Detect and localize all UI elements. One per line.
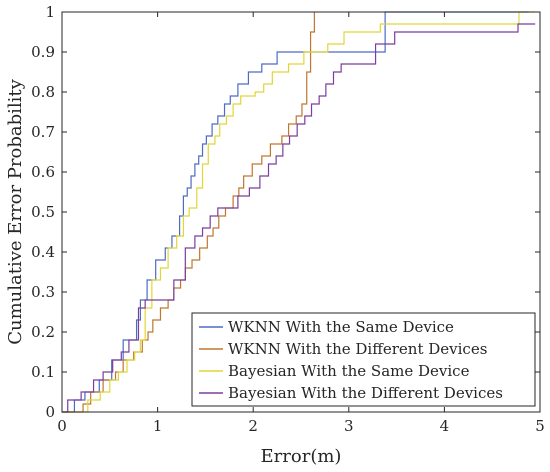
y-tick-label: 1 — [45, 3, 55, 21]
y-tick-label: 0.5 — [31, 203, 55, 221]
x-tick-label: 3 — [344, 417, 354, 435]
x-tick-label: 1 — [153, 417, 163, 435]
y-tick-label: 0.1 — [31, 363, 55, 381]
legend-label: Bayesian With the Same Device — [228, 362, 470, 380]
y-tick-label: 0.4 — [31, 243, 55, 261]
x-tick-label: 2 — [248, 417, 258, 435]
x-tick-label: 5 — [535, 417, 545, 435]
y-tick-label: 0.6 — [31, 163, 55, 181]
x-tick-label: 4 — [440, 417, 450, 435]
y-tick-label: 0.8 — [31, 83, 55, 101]
y-tick-label: 0.3 — [31, 283, 55, 301]
series-line-3 — [62, 11, 536, 413]
y-tick-label: 0 — [45, 403, 55, 421]
legend-label: Bayesian With the Different Devices — [228, 384, 503, 402]
series-line-1 — [62, 11, 529, 413]
x-tick-label: 0 — [57, 417, 67, 435]
y-tick-label: 0.2 — [31, 323, 55, 341]
series-layer — [62, 11, 536, 413]
legend-label: WKNN With the Different Devices — [228, 340, 487, 358]
axes-layer: 0 1 2 3 4 5 0 0.1 0.2 0.3 0.4 0.5 0.6 0.7 0.8 0.9 1 — [31, 3, 545, 435]
legend-box — [191, 312, 536, 407]
y-axis-label: Cumulative Error Probability — [5, 78, 26, 344]
legend-label: WKNN With the Same Device — [228, 318, 454, 336]
x-axis-label: Error(m) — [261, 446, 342, 467]
y-tick-label: 0.7 — [31, 123, 55, 141]
y-tick-label: 0.9 — [31, 43, 55, 61]
legend: WKNN With the Same Device WKNN With the D… — [191, 312, 536, 407]
series-line-4 — [62, 23, 536, 413]
